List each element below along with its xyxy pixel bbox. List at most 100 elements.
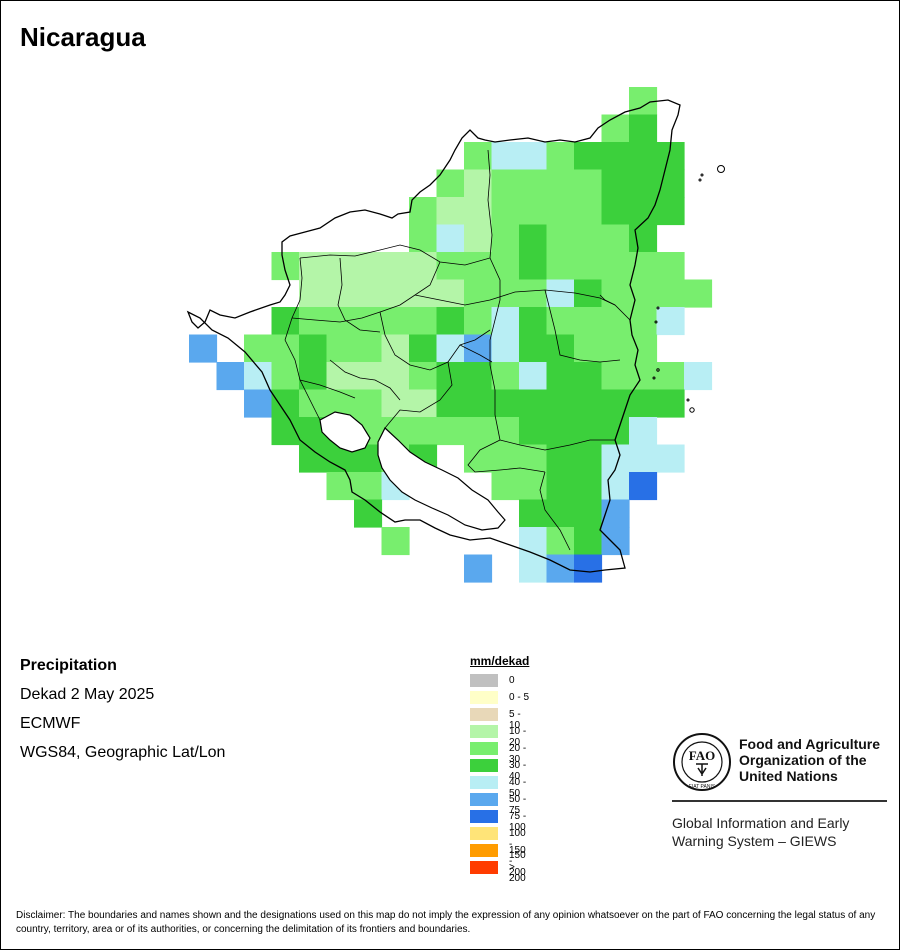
precip-cell <box>436 224 465 253</box>
precip-cell <box>546 362 575 391</box>
legend-label: 75 - 100 <box>509 811 527 833</box>
precip-cell <box>546 334 575 363</box>
precip-cell <box>409 417 438 446</box>
precip-cell <box>519 417 548 446</box>
precip-cell <box>491 197 520 226</box>
precip-cell <box>656 362 685 391</box>
precip-cell <box>601 142 630 171</box>
precip-cell <box>519 197 548 226</box>
precip-cell <box>546 417 575 446</box>
precip-cell <box>601 197 630 226</box>
precip-cell <box>629 169 658 198</box>
precip-cell <box>436 307 465 336</box>
precip-cell <box>574 142 603 171</box>
precip-cell <box>546 389 575 418</box>
legend-item: 0 - 5 <box>470 689 529 706</box>
precip-cell <box>491 307 520 336</box>
precip-cell <box>519 252 548 281</box>
precip-cell <box>409 252 438 281</box>
precip-cell <box>546 444 575 473</box>
precip-cell <box>574 169 603 198</box>
legend-swatch <box>470 793 498 806</box>
precip-cell <box>491 389 520 418</box>
map-info: Precipitation Dekad 2 May 2025 ECMWF WGS… <box>20 656 225 772</box>
precip-cell <box>574 362 603 391</box>
precip-cell <box>491 279 520 308</box>
precip-cell <box>519 307 548 336</box>
precip-cell <box>299 334 328 363</box>
precip-cell <box>299 389 328 418</box>
precip-cell <box>381 362 410 391</box>
precip-cell <box>436 197 465 226</box>
legend-swatch <box>470 742 498 755</box>
precip-cell <box>519 279 548 308</box>
precip-cell <box>381 252 410 281</box>
precip-cell <box>464 362 493 391</box>
precip-cell <box>546 279 575 308</box>
legend-swatch <box>470 691 498 704</box>
precip-cell <box>656 307 685 336</box>
divider <box>672 800 887 802</box>
precip-cell <box>629 114 658 143</box>
legend-swatch <box>470 725 498 738</box>
precip-cell <box>684 279 713 308</box>
precip-cell <box>656 444 685 473</box>
precip-cell <box>491 224 520 253</box>
precip-cell <box>574 389 603 418</box>
legend-item: 10 - 20 <box>470 723 529 748</box>
legend-swatch <box>470 776 498 789</box>
precip-cell <box>491 142 520 171</box>
legend-swatch <box>470 810 498 823</box>
precip-cell <box>464 389 493 418</box>
precip-cell <box>299 444 328 473</box>
precip-cell <box>464 224 493 253</box>
country-outline <box>186 99 681 573</box>
legend-title: mm/dekad <box>470 654 530 668</box>
precip-cell <box>519 142 548 171</box>
legend-item: 0 <box>470 672 529 689</box>
precip-cell <box>216 362 245 391</box>
precip-cell <box>629 389 658 418</box>
legend-item: 20 - 30 <box>470 740 529 765</box>
precip-cell <box>464 417 493 446</box>
precip-cell <box>601 499 630 528</box>
precip-cell <box>656 279 685 308</box>
precip-cell <box>519 527 548 556</box>
precip-cell <box>491 169 520 198</box>
precip-cell <box>464 554 493 583</box>
precip-cell <box>574 197 603 226</box>
fao-logo-icon: FAO FIAT PANIS <box>673 733 731 791</box>
precip-cell <box>574 444 603 473</box>
legend-label: 5 - 10 <box>509 709 521 731</box>
giews-line: Global Information and Early <box>672 815 850 831</box>
projection-label: WGS84, Geographic Lat/Lon <box>20 744 226 761</box>
legend-label: 10 - 20 <box>509 726 527 748</box>
map-title: Nicaragua <box>20 22 146 52</box>
precip-cell <box>601 114 630 143</box>
period-label: Dekad 2 May 2025 <box>20 686 155 703</box>
precip-cell <box>629 307 658 336</box>
precip-cell <box>601 362 630 391</box>
precip-cell <box>491 472 520 501</box>
precip-cell <box>326 362 355 391</box>
precip-cell <box>299 362 328 391</box>
legend-swatch <box>470 861 498 874</box>
precip-cell <box>409 224 438 253</box>
precip-cell <box>629 224 658 253</box>
precip-cell <box>519 499 548 528</box>
precip-cell <box>464 142 493 171</box>
precip-cell <box>629 87 658 116</box>
legend-label: 20 - 30 <box>509 743 527 765</box>
precip-cell <box>546 554 575 583</box>
precip-cell <box>656 197 685 226</box>
precip-cell <box>409 307 438 336</box>
legend-label: 30 - 40 <box>509 760 527 782</box>
precip-cell <box>381 334 410 363</box>
precip-cell <box>574 224 603 253</box>
fao-name-line: Food and Agriculture <box>739 736 881 752</box>
precip-cell <box>354 279 383 308</box>
legend-item: 50 - 75 <box>470 791 529 816</box>
precip-cell <box>464 197 493 226</box>
precip-cell <box>271 362 300 391</box>
legend-swatch <box>470 844 498 857</box>
